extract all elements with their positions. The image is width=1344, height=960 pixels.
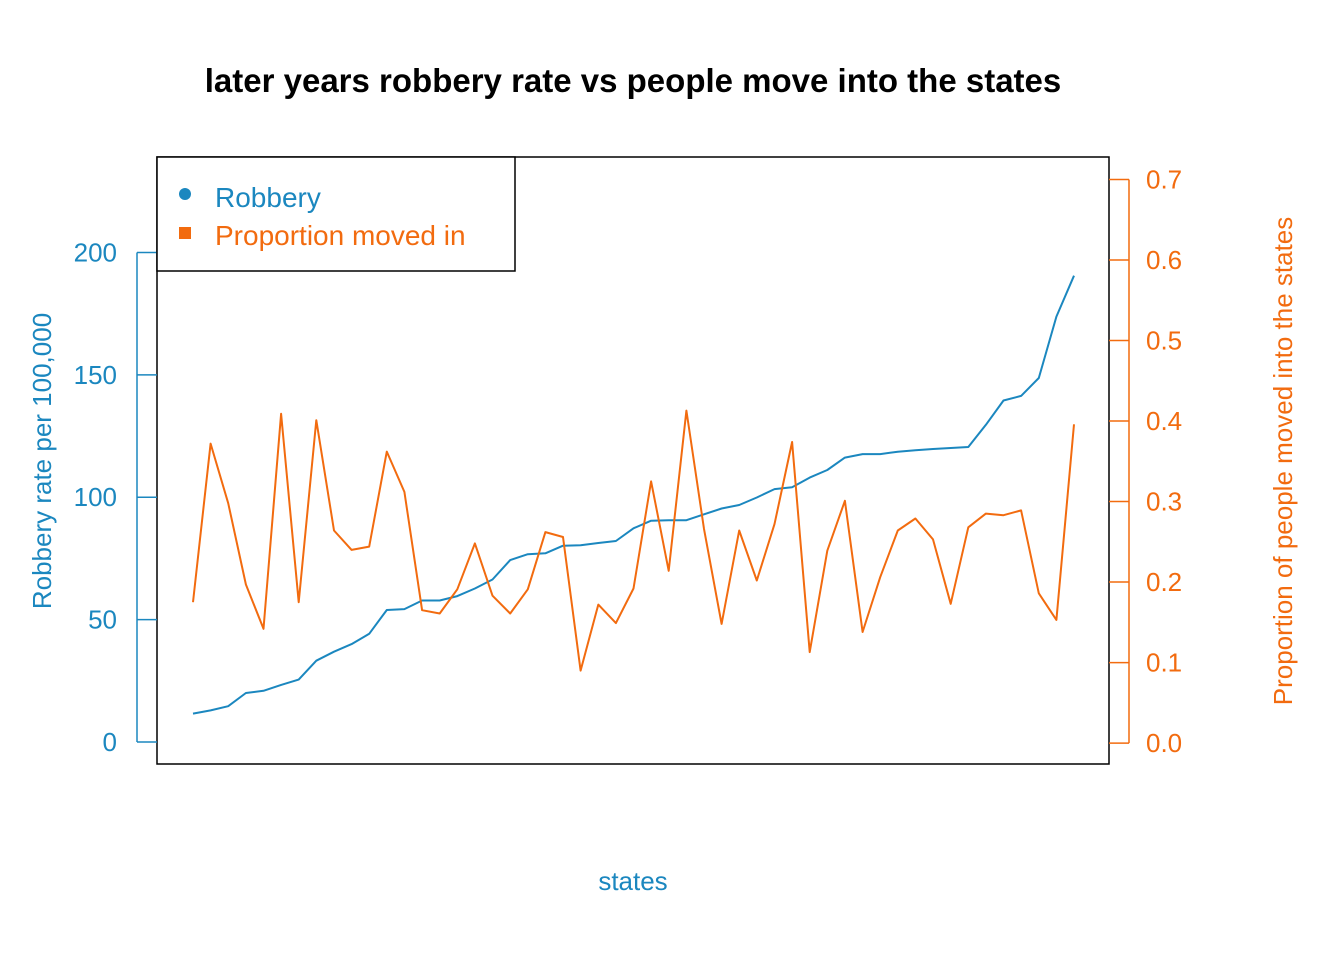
right-tick-label: 0.7 [1146,165,1182,195]
legend-robbery-label: Robbery [215,182,321,213]
legend-moved-label: Proportion moved in [215,220,466,251]
legend-robbery-marker [179,188,191,200]
right-y-axis: 0.0 0.1 0.2 0.3 0.4 0.5 0.6 0.7 [1109,165,1182,758]
left-y-axis: 0 50 100 150 200 [74,237,157,757]
legend-moved-marker [179,227,191,239]
left-tick-label: 0 [103,727,117,757]
left-y-axis-label: Robbery rate per 100,000 [27,313,57,609]
right-tick-label: 0.3 [1146,487,1182,517]
left-tick-label: 150 [74,360,117,390]
left-tick-label: 50 [88,605,117,635]
moved-in-line [192,409,1075,672]
chart-title: later years robbery rate vs people move … [205,62,1062,99]
robbery-line [192,275,1075,715]
right-tick-label: 0.1 [1146,648,1182,678]
right-y-axis-label: Proportion of people moved into the stat… [1268,217,1298,706]
x-axis-label: states [598,866,667,896]
right-tick-label: 0.5 [1146,326,1182,356]
series-layer [192,275,1075,715]
left-tick-label: 200 [74,237,117,267]
right-tick-label: 0.0 [1146,728,1182,758]
legend: Robbery Proportion moved in [156,156,516,272]
legend-box [156,156,516,272]
right-tick-label: 0.2 [1146,567,1182,597]
plot-frame [156,156,1110,765]
left-tick-label: 100 [74,482,117,512]
right-tick-label: 0.4 [1146,406,1182,436]
right-tick-label: 0.6 [1146,245,1182,275]
